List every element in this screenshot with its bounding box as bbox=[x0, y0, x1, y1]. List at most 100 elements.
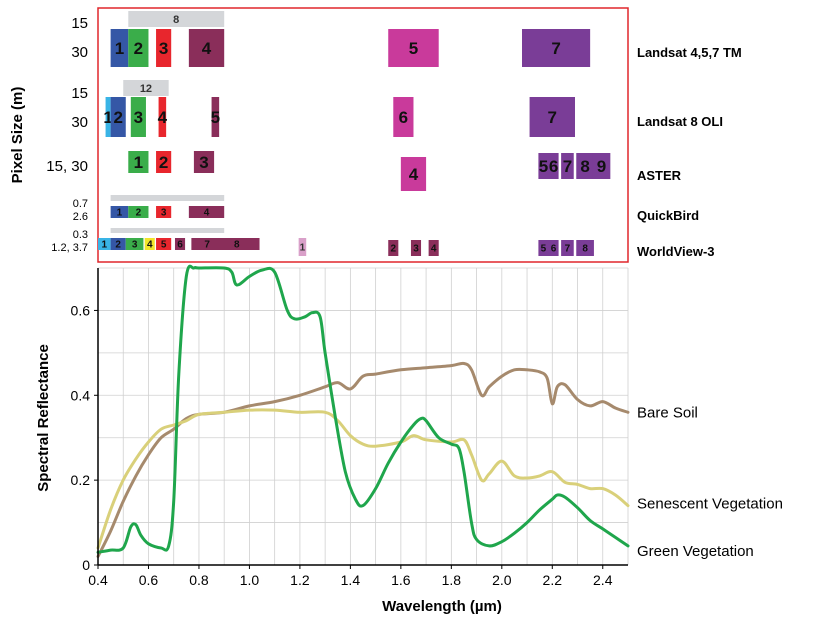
band-worldview-3-6 bbox=[174, 238, 186, 250]
band-label: 7 bbox=[563, 157, 572, 176]
band-landsat-4-5-7-tm-2 bbox=[128, 29, 149, 67]
band-landsat-4-5-7-tm-8 bbox=[128, 11, 225, 27]
band-quickbird-pan bbox=[110, 195, 225, 201]
band-aster-4 bbox=[400, 157, 427, 191]
band-label: 3 bbox=[132, 240, 138, 251]
sensor-row-landsat-4-5-7-tm: 8 1 2 3 4 5 7 15 30 Landsat 4,5,7 TM bbox=[71, 11, 742, 67]
pixel-size-label: 2.6 bbox=[73, 211, 88, 223]
band-label: 7 bbox=[548, 108, 557, 127]
pixel-size-label: 30 bbox=[71, 44, 88, 61]
chart-series bbox=[96, 264, 630, 558]
band-aster-7 bbox=[561, 153, 574, 179]
band-landsat-8-oli-1 bbox=[105, 97, 111, 137]
band-worldview-3-5 bbox=[538, 240, 549, 256]
series-label-bare-soil: Bare Soil bbox=[637, 404, 698, 421]
band-label: 4 bbox=[204, 208, 210, 219]
band-quickbird-3 bbox=[156, 206, 172, 218]
band-worldview-3-3 bbox=[410, 240, 422, 256]
band-label: 3 bbox=[159, 39, 168, 58]
y-tick-label: 0 bbox=[82, 557, 90, 573]
x-tick-label: 1.8 bbox=[442, 572, 462, 588]
band-landsat-8-oli-5 bbox=[211, 97, 220, 137]
band-label: 7 bbox=[551, 39, 560, 58]
band-label: 7 bbox=[565, 244, 571, 255]
band-label: 1 bbox=[300, 243, 306, 254]
x-tick-label: 1.6 bbox=[391, 572, 411, 588]
pixel-size-label: 15 bbox=[71, 15, 88, 32]
band-label: 3 bbox=[413, 244, 419, 255]
pixel-size-label: 15 bbox=[71, 85, 88, 102]
band-worldview-3-1 bbox=[98, 238, 111, 250]
band-landsat-4-5-7-tm-3 bbox=[156, 29, 172, 67]
band-label: 4 bbox=[158, 108, 168, 127]
band-worldview-3-6 bbox=[548, 240, 559, 256]
band-label: 5 bbox=[541, 244, 547, 255]
x-axis-label: Wavelength (µm) bbox=[382, 598, 502, 615]
band-landsat-8-oli-7 bbox=[529, 97, 575, 137]
band-worldview-3-pan bbox=[110, 228, 225, 233]
band-label: 6 bbox=[549, 157, 558, 176]
band-label: 5 bbox=[211, 108, 220, 127]
chart-tick-labels: 0.4 0.6 0.8 1.0 1.2 1.4 1.6 1.8 2.0 2.2 2.4 0 0.2 0.4… bbox=[71, 302, 613, 588]
band-label: 2 bbox=[115, 240, 121, 251]
sensor-name-aster: ASTER bbox=[637, 168, 682, 183]
band-aster-6 bbox=[548, 153, 559, 179]
band-quickbird-4 bbox=[188, 206, 225, 218]
x-tick-label: 2.2 bbox=[543, 572, 563, 588]
band-worldview-3-1 bbox=[298, 238, 307, 256]
band-landsat-8-oli-12 bbox=[123, 80, 169, 96]
y-tick-label: 0.4 bbox=[71, 387, 91, 403]
band-label: 1 bbox=[115, 39, 124, 58]
band-landsat-8-oli-4 bbox=[158, 97, 167, 137]
series-line-bare-soil bbox=[96, 361, 630, 558]
sensor-name-landsat-8-oli: Landsat 8 OLI bbox=[637, 114, 723, 129]
y-tick-label: 0.6 bbox=[71, 302, 91, 318]
band-aster-2 bbox=[156, 151, 172, 173]
pixel-size-axis-label: Pixel Size (m) bbox=[9, 87, 26, 184]
sensor-row-worldview-3: 1 2 3 4 5 6 7 8 1 2 3 4 5 6 7 80.31.2, 3.7 WorldView-3 bbox=[51, 228, 715, 259]
band-aster-1 bbox=[128, 151, 149, 173]
sensor-name-landsat-4-5-7-tm: Landsat 4,5,7 TM bbox=[637, 45, 742, 60]
band-landsat-4-5-7-tm-7 bbox=[522, 29, 591, 67]
pixel-size-label: 0.7 bbox=[73, 198, 88, 210]
band-label: 3 bbox=[134, 108, 143, 127]
x-tick-label: 0.8 bbox=[189, 572, 209, 588]
band-label: 5 bbox=[539, 157, 548, 176]
x-tick-label: 1.4 bbox=[341, 572, 361, 588]
band-landsat-8-oli-3 bbox=[130, 97, 146, 137]
band-worldview-3-5 bbox=[156, 238, 172, 250]
band-label: 9 bbox=[597, 157, 606, 176]
band-label: 2 bbox=[159, 153, 168, 172]
band-label: 8 bbox=[173, 14, 179, 26]
pixel-size-label: 30 bbox=[71, 114, 88, 131]
band-landsat-8-oli-6 bbox=[393, 97, 414, 137]
band-landsat-4-5-7-tm-4 bbox=[188, 29, 225, 67]
band-quickbird-1 bbox=[110, 206, 129, 218]
sensor-panel-border bbox=[97, 7, 629, 263]
band-label: 2 bbox=[391, 244, 397, 255]
band-label: 6 bbox=[551, 244, 557, 255]
y-axis-label: Spectral Reflectance bbox=[35, 344, 52, 492]
band-label: 3 bbox=[161, 208, 167, 219]
chart-axes bbox=[97, 268, 628, 566]
band-worldview-3-8 bbox=[576, 240, 594, 256]
band-worldview-3-2 bbox=[110, 238, 126, 250]
series-labels: Bare Soil Senescent Vegetation Green Veget… bbox=[637, 404, 783, 560]
sensor-row-quickbird: 1 2 3 4 0.72.6 QuickBird bbox=[73, 195, 699, 223]
band-label: 8 bbox=[580, 157, 589, 176]
band-worldview-3-3 bbox=[125, 238, 144, 250]
band-label: 4 bbox=[202, 39, 212, 58]
x-tick-label: 2.0 bbox=[492, 572, 512, 588]
band-label: 5 bbox=[409, 39, 418, 58]
band-label: 1 bbox=[134, 153, 143, 172]
band-aster-5 bbox=[538, 153, 549, 179]
band-label: 12 bbox=[140, 83, 152, 95]
band-landsat-4-5-7-tm-1 bbox=[110, 29, 129, 67]
band-label: 8 bbox=[582, 244, 588, 255]
band-label: 4 bbox=[147, 240, 153, 251]
x-tick-label: 1.0 bbox=[240, 572, 260, 588]
band-label: 1 bbox=[103, 108, 112, 127]
